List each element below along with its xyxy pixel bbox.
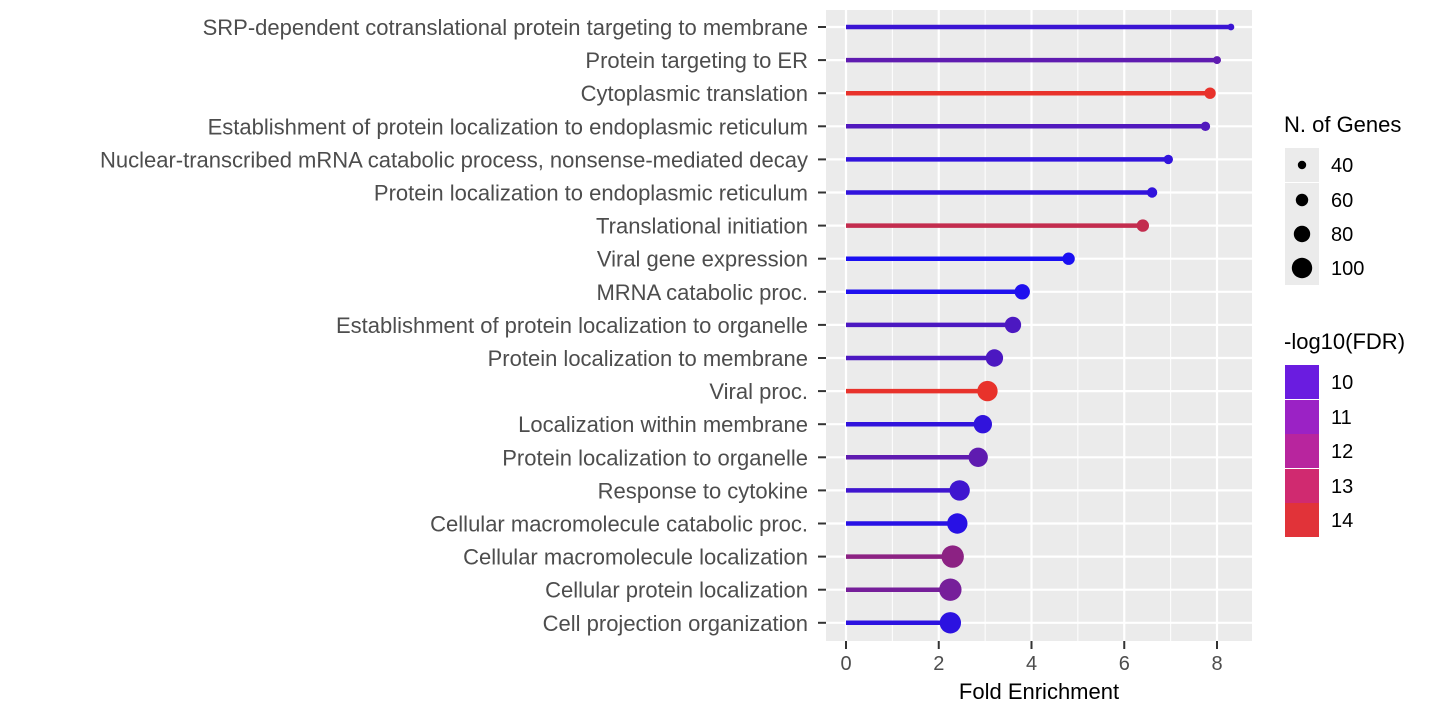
lollipop-point xyxy=(1213,56,1221,65)
lollipop-stems xyxy=(846,23,1235,634)
color-legend-swatch xyxy=(1285,400,1319,434)
size-legend-dot xyxy=(1293,225,1311,243)
size-legend-dot xyxy=(1297,160,1307,170)
color-legend-label: 12 xyxy=(1331,441,1353,463)
category-label: Protein localization to endoplasmic reti… xyxy=(374,181,808,206)
color-legend: -log10(FDR) 10 11 12 13 14 xyxy=(1284,329,1405,537)
lollipop-point xyxy=(968,447,988,467)
category-label: Cellular macromolecule localization xyxy=(463,545,808,570)
color-legend-label: 11 xyxy=(1331,407,1352,429)
x-axis-title: Fold Enrichment xyxy=(959,679,1119,704)
size-legend-dot xyxy=(1295,193,1309,207)
lollipop-point xyxy=(1004,316,1022,334)
category-label: Establishment of protein localization to… xyxy=(208,114,808,139)
lollipop-point xyxy=(1062,252,1075,265)
category-label: Protein targeting to ER xyxy=(585,48,808,73)
lollipop-point xyxy=(1146,187,1158,198)
category-label: Cell projection organization xyxy=(543,611,808,636)
color-legend-label: 10 xyxy=(1331,372,1353,394)
category-label: MRNA catabolic proc. xyxy=(596,280,808,305)
color-legend-swatch xyxy=(1285,503,1319,537)
color-legend-label: 13 xyxy=(1331,476,1353,498)
x-tick-label: 2 xyxy=(933,653,944,675)
color-legend-swatch xyxy=(1285,469,1319,503)
size-legend-label: 40 xyxy=(1331,155,1353,177)
lollipop-point xyxy=(1136,219,1150,232)
x-tick-label: 0 xyxy=(840,653,851,675)
lollipop-point xyxy=(939,612,962,634)
category-label: Protein localization to organelle xyxy=(502,445,808,470)
lollipop-point xyxy=(973,415,993,434)
lollipop-point xyxy=(985,349,1004,367)
category-label: Viral proc. xyxy=(709,379,808,404)
lollipop-point xyxy=(1014,284,1030,300)
lollipop-point xyxy=(1204,87,1216,99)
lollipop-point xyxy=(1163,154,1174,165)
category-label: Protein localization to membrane xyxy=(488,346,808,371)
category-label: Establishment of protein localization to… xyxy=(336,313,808,338)
color-legend-swatch xyxy=(1285,365,1319,399)
x-tick-label: 4 xyxy=(1026,653,1037,675)
x-tick-label: 6 xyxy=(1119,653,1130,675)
x-tick-label: 8 xyxy=(1211,653,1222,675)
lollipop-point xyxy=(977,380,998,402)
lollipop-point xyxy=(941,545,964,568)
category-label: Localization within membrane xyxy=(518,412,808,437)
color-legend-label: 14 xyxy=(1331,510,1353,532)
category-label: Translational initiation xyxy=(596,214,808,239)
category-label: Cellular protein localization xyxy=(545,578,808,603)
color-legend-swatch xyxy=(1285,434,1319,468)
lollipop-point xyxy=(949,480,970,501)
category-label: SRP-dependent cotranslational protein ta… xyxy=(203,15,808,40)
lollipop-point xyxy=(939,578,962,601)
size-legend-label: 80 xyxy=(1331,224,1353,246)
size-legend: N. of Genes 40 60 80 100 xyxy=(1284,112,1401,285)
category-label: Cytoplasmic translation xyxy=(581,81,808,106)
size-legend-label: 100 xyxy=(1331,258,1364,280)
category-labels: SRP-dependent cotranslational protein ta… xyxy=(100,15,826,636)
category-label: Viral gene expression xyxy=(597,247,808,272)
category-label: Response to cytokine xyxy=(598,478,808,503)
size-legend-label: 60 xyxy=(1331,190,1353,212)
category-label: Nuclear-transcribed mRNA catabolic proce… xyxy=(100,147,808,172)
x-axis: 0 2 4 6 8 xyxy=(840,641,1223,675)
lollipop-point xyxy=(947,513,968,534)
color-legend-title: -log10(FDR) xyxy=(1284,329,1405,354)
lollipop-point xyxy=(1200,121,1211,131)
category-label: Cellular macromolecule catabolic proc. xyxy=(430,512,808,537)
size-legend-title: N. of Genes xyxy=(1284,112,1401,137)
lollipop-point xyxy=(1227,23,1235,31)
size-legend-dot xyxy=(1291,257,1313,279)
